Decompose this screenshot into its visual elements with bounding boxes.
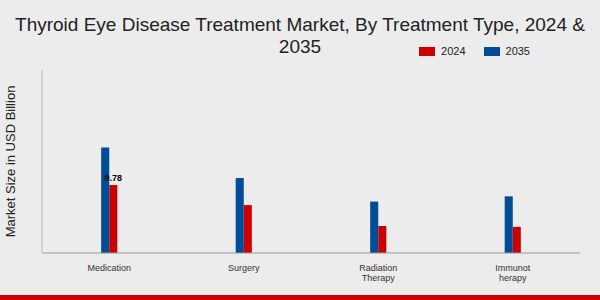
- svg-text:Surgery: Surgery: [228, 263, 260, 273]
- svg-text:Medication: Medication: [87, 263, 131, 273]
- svg-text:0.78: 0.78: [105, 173, 123, 183]
- svg-text:Market Size in USD Billion: Market Size in USD Billion: [8, 86, 18, 238]
- html-text:2024: 2024: [441, 45, 466, 57]
- html-text:Thyroid Eye Disease Treatment: Thyroid Eye Disease Treatment Market, By…: [15, 14, 585, 57]
- svg-text:RadiationTherapy: RadiationTherapy: [359, 263, 397, 283]
- svg-text:Immunotherapy: Immunotherapy: [495, 263, 531, 283]
- html-text:2035: 2035: [505, 45, 530, 57]
